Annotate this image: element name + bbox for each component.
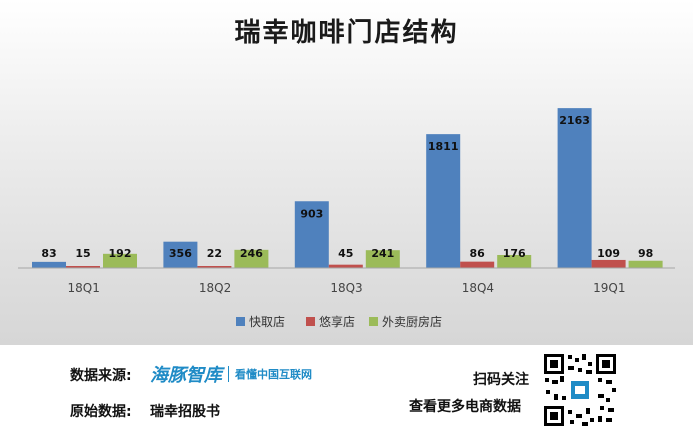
brand-logo: 海豚智库 看懂中国互联网 <box>150 361 312 387</box>
data-source-label: 数据来源: <box>70 368 132 384</box>
more-data-label: 查看更多电商数据 <box>409 399 521 415</box>
bar-chart: 83 15 192 356 22 246 903 45 241 1811 86 176 2163 109 9… <box>18 108 675 329</box>
data-label-18Q3-1: 45 <box>338 247 353 260</box>
bar-18Q1-0 <box>32 261 66 268</box>
brand-name: 海豚智库 <box>150 365 222 386</box>
bar-18Q4-1 <box>460 261 495 268</box>
bar-19Q1-0 <box>557 108 592 268</box>
category-labels-layer: 18Q1 18Q2 18Q3 18Q4 19Q1 <box>68 281 626 295</box>
x-tick-label-18Q2: 18Q2 <box>199 281 231 295</box>
bar-18Q2-1 <box>197 266 232 268</box>
legend-label-1: 悠享店 <box>319 314 355 329</box>
data-label-18Q4-0: 1811 <box>428 140 459 153</box>
scan-label: 扫码关注 <box>473 372 529 388</box>
bar-18Q2-2 <box>234 249 269 268</box>
bar-19Q1-1 <box>591 259 626 268</box>
legend-swatch-0 <box>236 317 245 326</box>
chart-title: 瑞幸咖啡门店结构 <box>234 18 459 48</box>
data-label-18Q2-2: 246 <box>240 247 263 260</box>
data-label-19Q1-1: 109 <box>597 247 620 260</box>
data-label-18Q2-1: 22 <box>207 247 222 260</box>
qr-code-icon[interactable] <box>542 352 618 428</box>
raw-data-label: 原始数据: <box>70 404 132 420</box>
brand-slogan: 看懂中国互联网 <box>235 368 312 381</box>
value-labels-layer: 83 15 192 356 22 246 903 45 241 1811 86 176 2163 109 9… <box>41 114 653 260</box>
data-label-19Q1-2: 98 <box>638 247 653 260</box>
brand-divider <box>228 366 229 382</box>
x-tick-label-18Q3: 18Q3 <box>330 281 362 295</box>
data-label-18Q1-1: 15 <box>75 247 90 260</box>
raw-data-value: 瑞幸招股书 <box>150 404 220 420</box>
x-tick-label-18Q4: 18Q4 <box>462 281 494 295</box>
bar-19Q1-2 <box>628 260 663 268</box>
data-label-18Q1-2: 192 <box>109 247 132 260</box>
data-label-18Q1-0: 83 <box>41 247 56 260</box>
bar-18Q2-0 <box>163 241 198 268</box>
legend-label-2: 外卖厨房店 <box>382 314 442 329</box>
bar-18Q3-1 <box>328 264 363 268</box>
bar-18Q3-0 <box>294 201 329 268</box>
data-label-19Q1-0: 2163 <box>559 114 590 127</box>
legend-label-0: 快取店 <box>249 315 285 329</box>
bar-18Q3-2 <box>365 250 400 268</box>
data-label-18Q3-0: 903 <box>300 207 323 220</box>
data-label-18Q4-1: 86 <box>470 247 486 260</box>
legend: 快取店 悠享店 外卖厨房店 <box>236 314 442 329</box>
chart-panel: 瑞幸咖啡门店结构 83 15 192 356 22 246 903 45 241 1811 86 17… <box>0 0 693 345</box>
x-tick-label-18Q1: 18Q1 <box>68 281 100 295</box>
bar-18Q4-0 <box>426 134 461 268</box>
bars-layer <box>32 108 663 268</box>
legend-swatch-2 <box>369 317 378 326</box>
bar-18Q1-1 <box>66 266 100 268</box>
bar-18Q1-2 <box>103 253 137 268</box>
footer: 数据来源: 海豚智库 看懂中国互联网 原始数据: 瑞幸招股书 扫码关注 查看更多… <box>0 345 693 435</box>
x-tick-label-19Q1: 19Q1 <box>593 281 625 295</box>
bar-18Q4-2 <box>497 254 532 268</box>
legend-swatch-1 <box>306 317 315 326</box>
data-label-18Q2-0: 356 <box>169 247 192 260</box>
data-label-18Q3-2: 241 <box>371 247 394 260</box>
data-label-18Q4-2: 176 <box>503 247 526 260</box>
